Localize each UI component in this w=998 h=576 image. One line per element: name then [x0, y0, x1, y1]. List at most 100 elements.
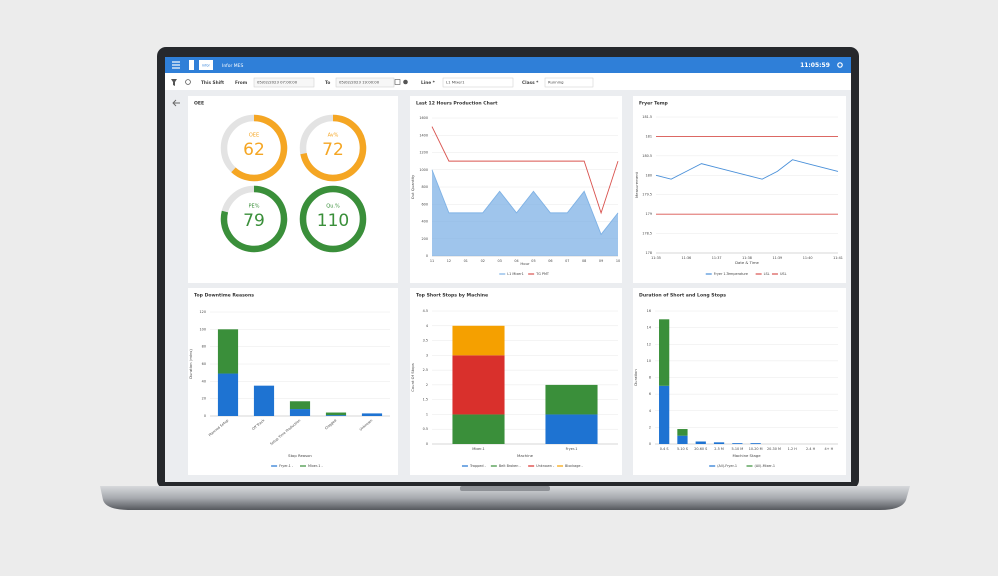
- bar: [750, 443, 761, 444]
- y-tick-label: 10: [647, 359, 651, 363]
- x-tick-label: 5-10 S: [677, 447, 688, 451]
- gauge-arc: [231, 114, 288, 182]
- y-tick-label: 100: [200, 327, 206, 331]
- bar: [217, 329, 239, 374]
- panel: [410, 288, 622, 475]
- y-tick-label: 20: [202, 397, 206, 401]
- y-tick-label: 8: [649, 376, 651, 380]
- bar: [695, 441, 706, 444]
- y-tick-label: 16: [647, 309, 651, 313]
- panel: [633, 96, 846, 283]
- y-tick-label: 4: [426, 324, 428, 328]
- bar: [361, 413, 383, 416]
- clock-icon[interactable]: [403, 79, 408, 85]
- x-tick-label: 2-5 M: [714, 447, 724, 451]
- clock: 11:05:59: [800, 62, 830, 69]
- from-input[interactable]: [253, 77, 315, 88]
- y-tick-label: 1.5: [423, 398, 428, 402]
- back-arrow[interactable]: [172, 99, 180, 107]
- y-tick-label: 181.5: [642, 115, 652, 119]
- gauge-label: Av%: [328, 133, 339, 139]
- to-input[interactable]: [335, 77, 395, 88]
- bar: [677, 429, 688, 436]
- x-tick-label: 03: [497, 259, 501, 263]
- bar: [452, 355, 505, 415]
- y-tick-label: 1200: [419, 151, 428, 155]
- line-select[interactable]: [442, 77, 514, 88]
- legend-label: Fryer 1-Temperature: [714, 272, 748, 276]
- panel-title: Duration of Short and Long Stops: [639, 293, 726, 299]
- x-tick-label: 10: [616, 259, 620, 263]
- x-tick-label: 05: [531, 259, 535, 263]
- gauge-arc: [300, 114, 367, 182]
- y-tick-label: 600: [422, 202, 428, 206]
- legend-label: Unknown -: [536, 464, 555, 468]
- bar: [677, 435, 688, 444]
- x-tick-label: 07: [565, 259, 569, 263]
- settings-icon[interactable]: [837, 62, 843, 68]
- bar: [713, 442, 725, 444]
- y-tick-label: 800: [422, 185, 428, 189]
- x-tick-label: 0-4 S: [660, 447, 669, 451]
- menu-icon[interactable]: [172, 61, 180, 69]
- legend-label: L1 Mixer1: [507, 272, 524, 276]
- filter-icon[interactable]: [171, 79, 177, 86]
- x-tick-label: 10-20 M: [749, 447, 763, 451]
- x-axis-label: Date & Time: [735, 260, 759, 265]
- y-tick-label: 3.5: [423, 339, 428, 343]
- panel: [188, 96, 398, 283]
- legend-label: TG PMT: [535, 272, 550, 276]
- x-tick-label: 09: [599, 259, 603, 263]
- gauge-value: 79: [243, 211, 265, 231]
- x-tick-label: 11:38: [742, 256, 752, 260]
- line: [655, 159, 839, 180]
- legend-label: Mixer-1 -: [308, 464, 323, 468]
- x-tick-label: 11:39: [772, 256, 782, 260]
- x-axis-label: Hour: [520, 261, 530, 266]
- bar: [452, 325, 505, 356]
- calendar-icon[interactable]: [394, 79, 401, 85]
- y-tick-label: 2: [649, 425, 651, 429]
- y-tick-label: 0: [204, 414, 206, 418]
- y-axis-label: Out Quantity: [410, 174, 415, 199]
- x-tick-label: 11:35: [651, 256, 661, 260]
- from-value: 05/02/2023 07:00:00: [257, 80, 298, 85]
- x-tick-label: 06: [548, 259, 552, 263]
- y-tick-label: 0: [649, 442, 651, 446]
- x-tick-label: 11:36: [681, 256, 691, 260]
- y-tick-label: 180: [646, 173, 652, 177]
- bar: [732, 443, 743, 444]
- y-tick-label: 0: [426, 254, 428, 258]
- panel-title: Fryer Temp: [639, 101, 669, 107]
- y-tick-label: 178: [646, 251, 652, 255]
- y-tick-label: 1400: [419, 133, 428, 137]
- header-bar: [165, 57, 851, 73]
- gauge-arc: [299, 185, 367, 253]
- y-tick-label: 1600: [419, 116, 428, 120]
- x-tick-label: 04: [514, 259, 518, 263]
- shift-label[interactable]: This Shift: [201, 80, 224, 86]
- y-tick-label: 4.5: [423, 309, 428, 313]
- line: [431, 126, 619, 215]
- y-tick-label: 400: [422, 220, 428, 224]
- class-select[interactable]: [544, 77, 594, 88]
- bar: [545, 384, 598, 415]
- y-tick-label: 0: [426, 442, 428, 446]
- line-label: Line *: [421, 80, 436, 86]
- y-tick-label: 3: [426, 353, 428, 357]
- bar: [253, 385, 275, 416]
- y-tick-label: 40: [202, 379, 206, 383]
- x-tick-label: 01: [464, 259, 468, 263]
- logo-box: [199, 60, 213, 70]
- refresh-icon[interactable]: [185, 79, 191, 85]
- gauge-value: 62: [243, 140, 265, 160]
- y-tick-label: 181: [646, 134, 652, 138]
- laptop-base: [100, 486, 910, 510]
- legend-label: (All)-Mixer-1: [755, 464, 776, 468]
- panel-title: Last 12 Hours Production Chart: [416, 101, 498, 107]
- bar: [659, 319, 670, 386]
- panel-title: Top Short Stops by Machine: [416, 293, 488, 299]
- app-title: Infor MES: [222, 63, 244, 69]
- y-tick-label: 179: [646, 212, 652, 216]
